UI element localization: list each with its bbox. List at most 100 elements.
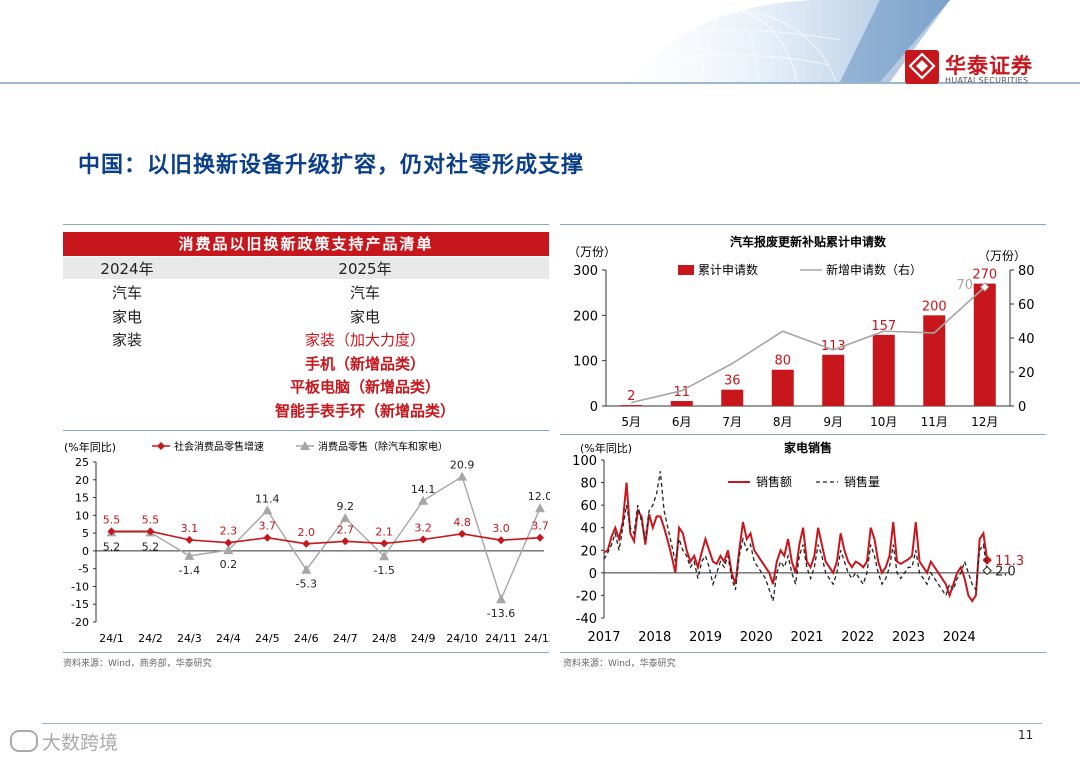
label-retail: 4.8 [453,516,471,529]
legend-label-line: 新增申请数（右） [826,262,922,277]
bar-value-label: 113 [821,339,846,354]
bar-value-label: 80 [774,354,791,369]
x-tick-label: 2018 [638,630,671,645]
legend-label-sales-value: 销售额 [756,474,792,489]
point-ex-auto [340,513,351,523]
point-retail [341,537,350,546]
brand-name-cn: 华泰证券 [945,54,1033,78]
label-ex-auto: 20.9 [450,459,475,472]
y-axis-label-left: （万份） [568,245,616,259]
legend-label-bar: 累计申请数 [698,262,758,277]
car-scrappage-chart: 汽车报废更新补贴累计申请数 （万份） （万份） 0 100 200 300 0 20 40 60 80… [568,234,1035,429]
y-tick-label: 100 [572,454,597,469]
x-tick-label: 2019 [689,630,722,645]
x-tick-label: 5月 [621,415,641,429]
table-cell-2025: 汽车 [349,284,380,302]
y-tick-label-left: 200 [573,309,598,324]
point-ex-auto [262,505,273,515]
label-retail: 5.5 [142,513,160,526]
point-ex-auto [379,551,390,561]
series-line-ex-auto [111,475,541,602]
series-line-sales-value [603,482,989,603]
point-retail [419,535,428,544]
y-tick-label: 0 [82,545,89,558]
point-ex-auto [496,594,507,604]
source-note-left: 资料来源：Wind，商务部，华泰研究 [63,659,212,669]
point-ex-auto [535,503,545,513]
label-retail: 3.0 [492,522,510,535]
table-header-row [63,257,549,279]
watermark-text: 大数跨境 [42,732,119,754]
table-cell-2025: 智能手表手环（新增品类） [274,401,455,420]
y-tick-label: -40 [576,612,597,627]
legend-marker-ex-auto [300,441,310,450]
bar [872,334,895,406]
x-tick-label: 24/8 [372,632,397,645]
point-ex-auto [184,550,195,560]
last-point-marker [982,565,992,576]
y-tick-label: -10 [71,580,89,593]
header-rule [0,82,1080,84]
x-tick-label: 24/3 [177,632,202,645]
point-ex-auto [223,545,234,555]
y-tick-label: 5 [82,527,89,540]
page-number: 11 [1018,728,1034,742]
bar-value-label: 2 [627,389,635,404]
series-line-sales-volume [603,471,988,602]
table-cell-2025: 平板电脑（新增品类） [289,378,440,396]
chart-title: 汽车报废更新补贴累计申请数 [730,234,887,249]
label-ex-auto: -13.6 [487,607,515,620]
label-retail: 3.7 [259,520,277,533]
x-tick-label: 11月 [921,415,948,429]
point-retail [302,539,311,548]
point-ex-auto [418,495,429,505]
table-col-2025: 2025年 [338,260,392,278]
label-ex-auto: -5.3 [296,578,317,591]
source-note-right: 资料来源：Wind，华泰研究 [563,659,676,669]
bar-value-label: 36 [724,374,741,389]
brand-name-en: HUATAI SECURITIES [945,76,1029,85]
x-tick-label: 24/10 [446,632,478,645]
bar [822,354,845,406]
label-retail: 2.7 [336,523,354,536]
x-tick-label: 9月 [823,415,843,429]
right-bottom-rule [560,652,1046,653]
series-line-retail [111,530,541,545]
y-tick-label: 20 [75,474,89,487]
bar [620,405,643,407]
table-col-2024: 2024年 [100,260,154,278]
globe-decoration-icon [590,0,950,82]
watermark: 大数跨境 [10,728,118,755]
legend-label-sales-volume: 销售量 [844,474,880,489]
point-retail [224,538,233,547]
left-panel-top-rule [63,224,549,225]
label-ex-auto: 11.4 [255,492,280,505]
point-retail [185,535,194,544]
bar [973,283,996,406]
x-tick-label: 24/11 [485,632,517,645]
label-ex-auto: 14.1 [411,483,436,496]
point-retail [536,533,544,542]
label-retail: 5.5 [103,513,121,526]
x-tick-label: 24/6 [294,632,319,645]
table-cell-2025: 家电 [349,307,380,326]
label-ex-auto: 5.2 [103,540,121,553]
bar [670,401,693,406]
last-value-label: 11.3 [995,554,1024,569]
watermark-logo-icon [10,730,38,752]
label-ex-auto: 0.2 [220,558,238,571]
bar [923,315,946,406]
x-tick-label: 12月 [971,415,998,429]
label-ex-auto: 9.2 [336,500,354,513]
huatai-logo-icon [905,50,939,84]
point-retail [458,529,467,538]
x-tick-label: 2024 [943,630,976,645]
bar [721,389,744,406]
y-tick-label: 10 [75,509,89,522]
y-tick-label-right: 60 [1018,298,1035,313]
y-axis-label: (%年同比) [580,441,632,455]
point-ex-auto [457,471,468,481]
y-tick-label: 40 [580,522,597,537]
y-tick-label: -15 [71,598,89,611]
label-retail: 3.2 [414,522,432,535]
